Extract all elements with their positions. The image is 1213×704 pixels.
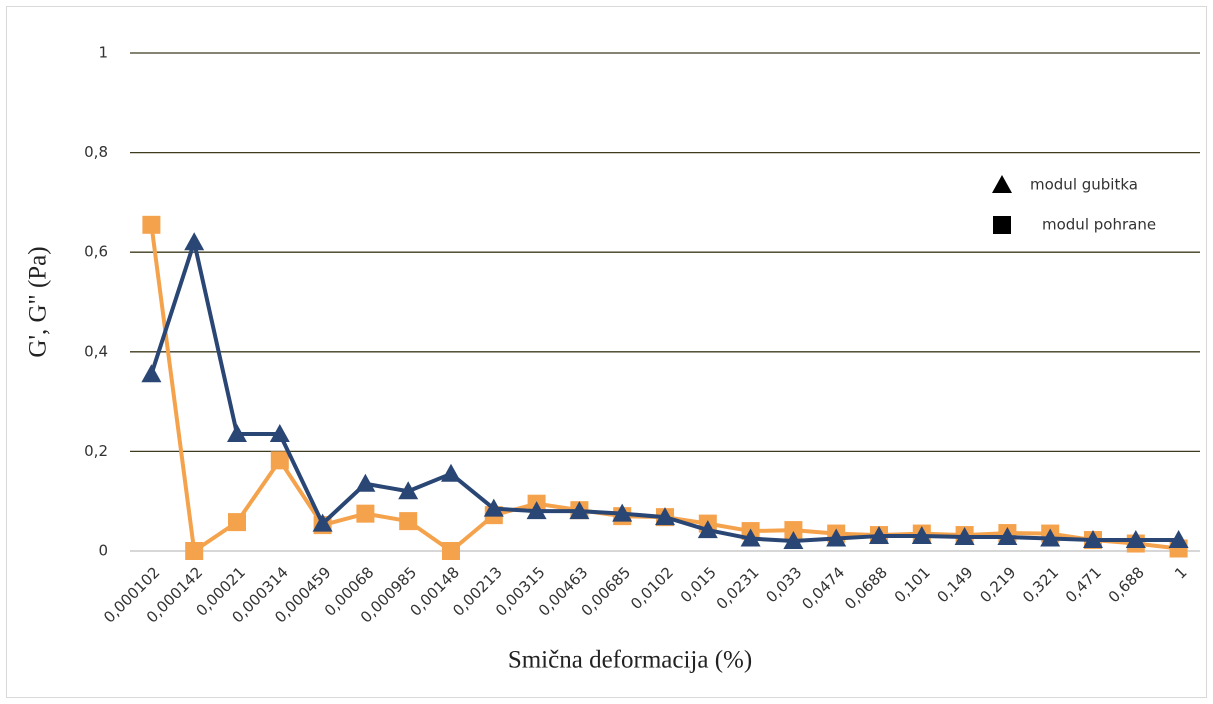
data-point xyxy=(526,501,547,520)
data-point xyxy=(184,232,205,251)
data-point xyxy=(441,463,461,482)
legend-label: modul gubitka xyxy=(1030,176,1138,194)
legend-marker xyxy=(993,216,1011,234)
y-tick-label: 0,6 xyxy=(84,243,108,261)
data-point xyxy=(269,423,290,442)
data-point xyxy=(740,528,761,547)
data-point xyxy=(1040,528,1061,547)
x-axis-title: Smična deformacija (%) xyxy=(508,647,752,674)
data-point xyxy=(142,215,161,234)
data-point xyxy=(826,528,847,547)
data-point xyxy=(612,503,633,522)
data-point xyxy=(141,364,162,383)
data-point xyxy=(483,498,504,517)
y-tick-label: 0,4 xyxy=(84,342,108,360)
data-point xyxy=(784,521,803,540)
data-point xyxy=(399,512,418,531)
data-point xyxy=(869,526,889,545)
y-axis-title: G', G" (Pa) xyxy=(25,246,52,357)
y-tick-label: 0,2 xyxy=(84,442,108,460)
data-point xyxy=(997,527,1018,546)
data-point xyxy=(185,542,204,560)
legend-marker xyxy=(992,175,1012,193)
data-point xyxy=(1083,530,1103,549)
legend-label: modul pohrane xyxy=(1042,216,1156,234)
y-tick-label: 1 xyxy=(98,44,108,62)
data-point xyxy=(228,513,246,532)
data-point xyxy=(356,504,375,523)
data-point xyxy=(355,473,376,492)
data-point xyxy=(398,481,419,500)
data-point xyxy=(569,501,590,520)
data-point xyxy=(783,531,804,550)
data-point xyxy=(954,527,975,546)
y-tick-label: 0,8 xyxy=(84,143,108,161)
data-point xyxy=(442,542,460,560)
data-point xyxy=(697,520,718,539)
data-point xyxy=(270,451,289,470)
data-point xyxy=(1125,530,1146,549)
data-point xyxy=(911,526,932,545)
data-point xyxy=(227,423,247,442)
data-point xyxy=(312,513,333,532)
data-point xyxy=(655,507,675,526)
y-tick-label: 0 xyxy=(98,542,108,560)
data-point xyxy=(1168,530,1189,549)
